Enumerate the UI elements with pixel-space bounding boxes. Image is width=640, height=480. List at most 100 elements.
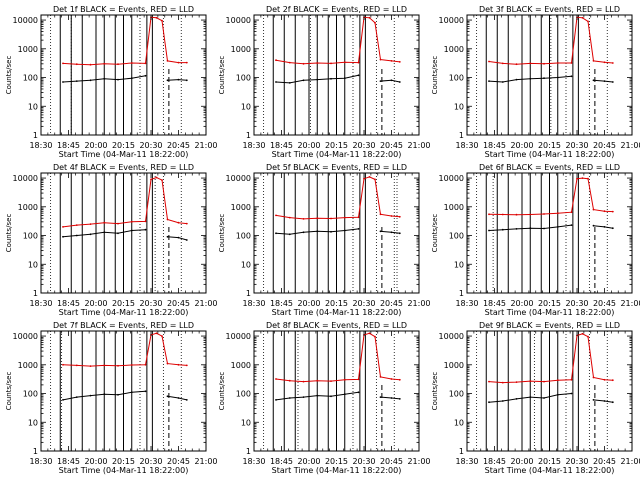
events-data-point <box>515 398 518 400</box>
events-data-point <box>543 397 545 399</box>
x-tick-label: 20:30 <box>139 299 162 308</box>
panel-det-8f: Det 8f BLACK = Events, RED = LLD 1 10 100 10… <box>218 321 431 475</box>
panel-title: Det 5f BLACK = Events, RED = LLD <box>266 163 407 172</box>
y-axis-label: Counts/sec <box>218 214 226 253</box>
x-tick-label: 20:45 <box>380 141 403 150</box>
lld-series-line <box>488 333 613 384</box>
y-axis-label: Counts/sec <box>5 214 13 253</box>
events-data-point <box>501 400 504 402</box>
lld-data-point <box>117 63 119 66</box>
panel-det-9f: Det 9f BLACK = Events, RED = LLD 1 10 100 10… <box>431 321 640 475</box>
y-tick-label: 1000 <box>18 45 38 54</box>
events-data-point <box>103 231 106 234</box>
lld-data-point <box>177 61 180 64</box>
lld-data-point <box>556 212 559 215</box>
events-data-point <box>398 81 401 83</box>
x-tick-label: 20:30 <box>139 141 162 150</box>
events-data-point <box>275 81 277 83</box>
events-data-point <box>185 79 188 82</box>
x-tick-label: 21:00 <box>194 141 217 150</box>
x-tick-label: 20:00 <box>297 141 320 150</box>
lld-data-point <box>543 62 545 65</box>
lld-data-point <box>374 335 376 338</box>
lld-data-point <box>177 363 180 366</box>
lld-data-point <box>576 177 578 180</box>
x-tick-label: 18:45 <box>57 299 80 308</box>
events-data-point <box>177 397 180 399</box>
y-tick-label: 1 <box>33 447 38 456</box>
y-tick-label: 100 <box>23 232 38 241</box>
lld-data-point <box>398 61 401 63</box>
events-data-point <box>529 77 532 80</box>
events-data-point <box>288 82 291 84</box>
lld-data-point <box>302 62 305 65</box>
events-data-point <box>343 77 346 80</box>
y-axis-label: Counts/sec <box>218 372 226 411</box>
events-data-point <box>570 75 573 78</box>
lld-data-point <box>117 222 119 225</box>
events-data-point <box>166 79 169 82</box>
events-data-point <box>62 399 64 401</box>
x-tick-label: 21:00 <box>407 457 430 466</box>
y-tick-label: 100 <box>236 74 251 83</box>
lld-data-point <box>390 60 393 62</box>
lld-data-point <box>62 226 64 228</box>
lld-data-point <box>363 177 365 180</box>
panel-title: Det 8f BLACK = Events, RED = LLD <box>266 321 407 330</box>
lld-data-point <box>357 378 360 381</box>
x-tick-label: 20:45 <box>380 457 403 466</box>
y-tick-label: 10 <box>454 260 464 269</box>
lld-data-point <box>103 62 106 65</box>
lld-data-point <box>166 362 169 365</box>
lld-data-point <box>592 60 595 62</box>
events-data-point <box>302 79 305 82</box>
lld-data-point <box>130 62 133 64</box>
lld-series-line <box>275 332 400 383</box>
y-tick-label: 10 <box>454 418 464 427</box>
events-data-point <box>275 399 277 401</box>
x-tick-label: 20:30 <box>352 141 375 150</box>
panel-title: Det 7f BLACK = Events, RED = LLD <box>53 321 194 330</box>
lld-data-point <box>374 178 376 181</box>
events-data-point <box>185 239 188 241</box>
x-tick-label: 20:15 <box>325 457 348 466</box>
events-data-point <box>117 393 119 396</box>
events-data-point <box>89 394 92 397</box>
lld-data-point <box>161 19 163 22</box>
y-tick-label: 1 <box>246 447 251 456</box>
lld-data-point <box>488 60 490 63</box>
lld-data-point <box>592 376 595 379</box>
events-data-point <box>543 227 545 230</box>
y-tick-label: 10 <box>241 418 251 427</box>
events-data-point <box>316 230 319 233</box>
lld-data-point <box>343 216 346 219</box>
lld-data-point <box>275 59 277 62</box>
x-axis-label: Start Time (04-Mar-11 18:22:00) <box>272 466 402 475</box>
y-tick-label: 10000 <box>439 16 464 25</box>
y-tick-label: 10 <box>241 102 251 111</box>
y-tick-label: 1 <box>459 131 464 140</box>
x-tick-label: 20:30 <box>139 457 162 466</box>
y-tick-label: 1000 <box>18 361 38 370</box>
events-data-point <box>543 77 545 80</box>
y-tick-label: 10 <box>28 102 38 111</box>
lld-data-point <box>316 379 319 382</box>
y-tick-label: 1 <box>246 131 251 140</box>
events-data-point <box>379 230 382 233</box>
panel-title: Det 3f BLACK = Events, RED = LLD <box>479 5 620 14</box>
events-series-line <box>275 74 400 84</box>
y-tick-label: 100 <box>236 232 251 241</box>
events-data-point <box>316 78 319 81</box>
x-tick-label: 21:00 <box>407 141 430 150</box>
lld-series-line <box>275 16 400 65</box>
x-tick-label: 21:00 <box>194 299 217 308</box>
lld-data-point <box>611 62 614 64</box>
x-tick-label: 20:15 <box>538 457 561 466</box>
y-axis-label: Counts/sec <box>5 56 13 95</box>
events-data-point <box>130 229 133 232</box>
x-tick-label: 18:30 <box>242 457 265 466</box>
x-tick-label: 18:30 <box>29 141 52 150</box>
lld-series-line <box>62 332 187 367</box>
x-tick-label: 20:00 <box>297 299 320 308</box>
